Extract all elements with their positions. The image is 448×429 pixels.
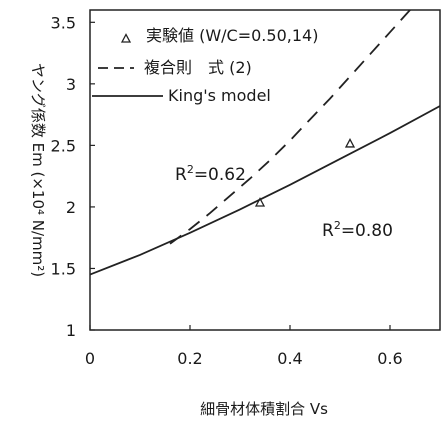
- plot-frame: [89, 9, 441, 331]
- r2-composite-label: R2=0.62: [175, 163, 246, 185]
- y-tick-label: 3.5: [51, 13, 76, 32]
- king-model-line: [90, 105, 440, 276]
- experimental-point: [344, 138, 356, 148]
- legend-label-king: King's model: [168, 86, 271, 105]
- x-axis-label: 細骨材体積割合 Vs: [200, 400, 328, 418]
- x-tick-label: 0.6: [377, 349, 402, 368]
- x-tick-label: 0: [85, 349, 95, 368]
- legend-label-experimental: 実験値 (W/C=0.50,14): [146, 26, 318, 45]
- y-tick-label: 2: [66, 198, 76, 217]
- y-tick-label: 1: [66, 321, 76, 340]
- y-tick-label: 1.5: [51, 259, 76, 278]
- y-tick-label: 3: [66, 75, 76, 94]
- legend-item-experimental: 実験値 (W/C=0.50,14): [120, 26, 318, 45]
- experimental-point: [254, 197, 266, 207]
- r2-king-label: R2=0.80: [322, 219, 393, 241]
- legend-triangle-marker: [120, 33, 132, 43]
- y-axis-label: ヤング係数 Em (×10⁴ N/mm²): [29, 63, 47, 277]
- y-tick-label: 2.5: [51, 136, 76, 155]
- x-tick-label: 0.2: [177, 349, 202, 368]
- legend-item-king: King's model: [92, 86, 271, 105]
- legend-label-composite: 複合則 式 (2): [144, 58, 252, 77]
- legend-item-composite: 複合則 式 (2): [98, 58, 252, 77]
- legend: 実験値 (W/C=0.50,14) 複合則 式 (2) King's model: [92, 26, 318, 105]
- composite-rule-line: [169, 10, 412, 245]
- x-tick-label: 0.4: [277, 349, 302, 368]
